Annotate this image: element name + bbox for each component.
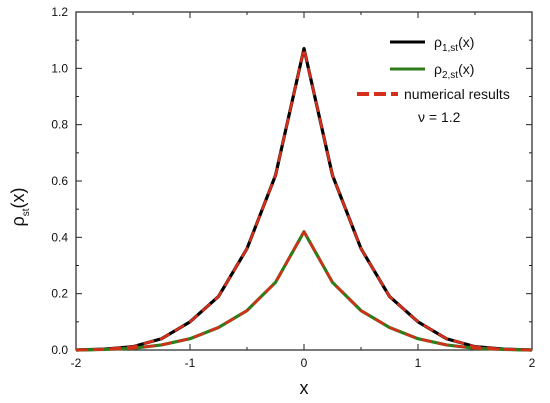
y-tick-label: 0.4 bbox=[51, 230, 68, 244]
y-axis-label: ρst(x) bbox=[8, 187, 32, 226]
legend-label-numerical: numerical results bbox=[404, 86, 510, 102]
y-axis-label-sub: st bbox=[21, 208, 32, 216]
y-axis-label-main: ρ bbox=[8, 216, 28, 226]
x-tick-label: 2 bbox=[529, 356, 536, 370]
x-axis-label: x bbox=[300, 378, 309, 398]
x-ticks: -2 -1 0 1 2 bbox=[71, 12, 536, 370]
legend: ρ1,st(x) ρ2,st(x) numerical results ν = … bbox=[357, 34, 510, 125]
annotation-nu: ν = 1.2 bbox=[418, 109, 461, 125]
y-tick-label: 0.8 bbox=[51, 118, 68, 132]
x-tick-label: 1 bbox=[415, 356, 422, 370]
x-tick-label: 0 bbox=[301, 356, 308, 370]
y-tick-label: 0.2 bbox=[51, 287, 68, 301]
y-tick-label: 0.6 bbox=[51, 174, 68, 188]
legend-label-rho1: ρ1,st(x) bbox=[434, 34, 474, 54]
plot-area bbox=[75, 47, 533, 352]
svg-text:ρst(x): ρst(x) bbox=[8, 187, 32, 226]
y-tick-label: 1.0 bbox=[51, 61, 68, 75]
series-rho2-line bbox=[75, 230, 533, 352]
series-numerical-rho1 bbox=[75, 47, 533, 352]
y-ticks: 0.0 0.2 0.4 0.6 0.8 1.0 1.2 bbox=[51, 5, 532, 357]
series-numerical-rho2 bbox=[75, 230, 533, 352]
y-tick-label: 0.0 bbox=[51, 343, 68, 357]
x-tick-label: -1 bbox=[185, 356, 196, 370]
y-axis-label-arg: (x) bbox=[8, 187, 28, 208]
x-tick-label: -2 bbox=[71, 356, 82, 370]
y-tick-label: 1.2 bbox=[51, 5, 68, 19]
legend-label-rho2: ρ2,st(x) bbox=[434, 61, 474, 81]
